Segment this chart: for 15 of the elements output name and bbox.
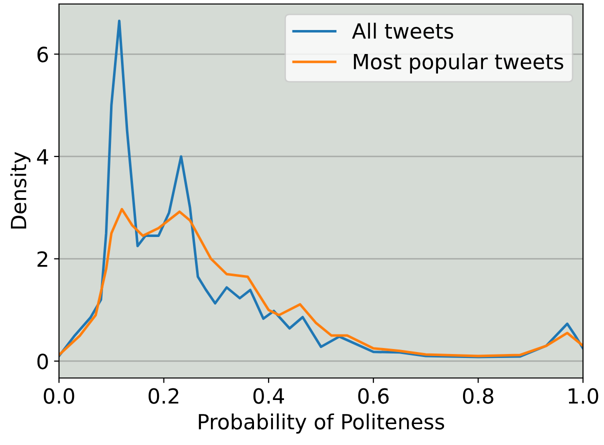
legend-label: All tweets [352, 22, 454, 39]
x-tick-label: 0.4 [253, 388, 284, 404]
y-tick-label: 0 [37, 354, 48, 370]
x-tick-label: 0.8 [463, 388, 494, 404]
line-series [59, 208, 583, 358]
legend-label: Most popular tweets [354, 53, 564, 74]
x-tick-label: 0.6 [358, 388, 389, 404]
y-tick-label: 4 [37, 149, 48, 164]
y-axis-title: Density [10, 152, 30, 229]
x-tick-label: 1.0 [568, 388, 598, 404]
x-tick-label: 0.0 [44, 388, 74, 404]
x-axis-title: Probability of Politeness [198, 413, 444, 434]
y-tick-label: 6 [37, 46, 48, 62]
y-tick-label: 2 [38, 251, 48, 267]
x-tick-label: 0.2 [148, 388, 178, 404]
